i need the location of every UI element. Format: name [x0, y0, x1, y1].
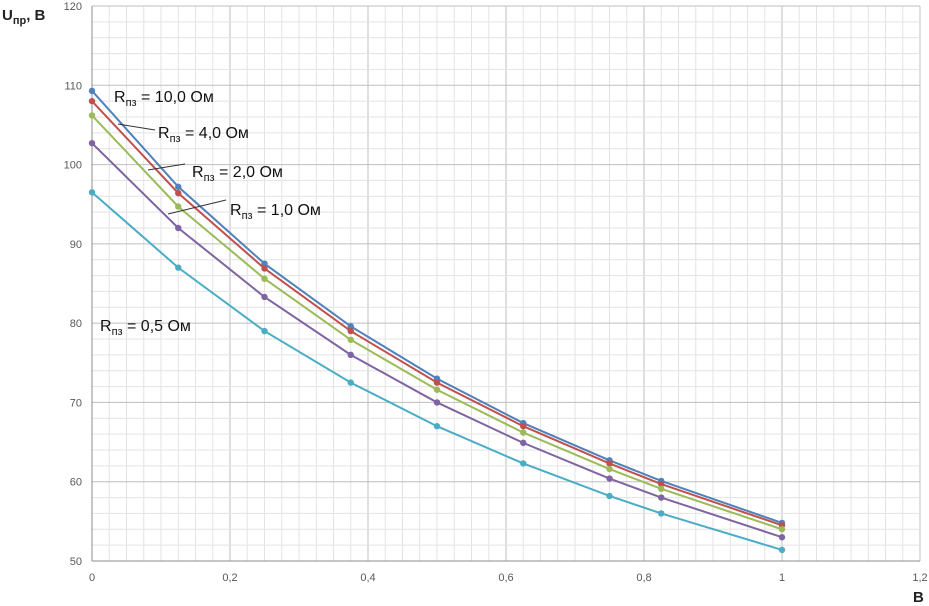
x-tick-label: 1,2: [912, 572, 927, 584]
data-point: [88, 139, 96, 147]
label-leaders: [117, 123, 227, 215]
data-point: [658, 494, 665, 501]
series-label-sub: пз: [242, 210, 253, 222]
data-point: [433, 423, 441, 430]
data-point: [261, 260, 268, 267]
y-axis-title-main: U: [2, 7, 13, 24]
label-leader-line: [167, 199, 227, 215]
data-point: [658, 485, 665, 493]
data-point: [347, 327, 354, 335]
data-point: [778, 526, 786, 533]
data-point: [88, 87, 96, 95]
data-point: [606, 465, 613, 473]
series-5: [88, 189, 786, 554]
label-leader-line: [147, 163, 186, 171]
x-tick-label: 0: [89, 572, 95, 584]
data-point: [520, 429, 527, 436]
series-label: Rпз = 2,0 Ом: [192, 164, 283, 184]
series-3: [88, 112, 786, 533]
data-point: [520, 439, 527, 447]
data-point: [175, 203, 182, 210]
data-point: [175, 224, 182, 232]
series-label: Rпз = 0,5 Ом: [100, 318, 191, 338]
data-point: [520, 460, 527, 467]
data-point: [261, 293, 268, 301]
y-axis-title-sub: пр: [13, 15, 27, 27]
x-axis-title: В: [913, 589, 924, 606]
data-point: [606, 492, 613, 500]
y-tick-label: 100: [64, 160, 82, 172]
series-label-main: R: [158, 125, 170, 142]
series-label-value: = 2,0 Ом: [215, 164, 283, 181]
series-label-main: R: [192, 164, 204, 181]
data-point: [347, 351, 354, 359]
y-tick-label: 60: [70, 477, 82, 489]
data-point: [606, 475, 613, 482]
y-tick-label: 70: [70, 397, 82, 409]
data-point: [433, 379, 441, 386]
series-group: [88, 87, 786, 554]
data-point: [175, 189, 182, 197]
grid: [91, 5, 921, 562]
series-label-value: = 4,0 Ом: [181, 125, 249, 142]
data-point: [347, 323, 354, 330]
data-point: [88, 112, 96, 119]
series-label-main: R: [100, 318, 112, 335]
series-label-sub: пз: [126, 97, 137, 109]
data-point: [520, 423, 527, 430]
x-tick-label: 0,2: [222, 572, 237, 584]
data-point: [778, 534, 786, 541]
x-tick-label: 0,8: [636, 572, 651, 584]
series-label: Rпз = 4,0 Ом: [158, 125, 249, 145]
y-axis-title-tail: , В: [26, 7, 45, 24]
data-point: [606, 460, 613, 467]
data-point: [175, 183, 182, 190]
y-tick-label: 120: [64, 1, 82, 13]
series-label: Rпз = 1,0 Ом: [230, 202, 321, 222]
tick-labels: 0 0,2 0,4 0,6 0,8 1 1,2 50 60 70 80 90 100 110 120: [64, 1, 928, 584]
series-label-value: = 0,5 Ом: [123, 318, 191, 335]
series-label-value: = 10,0 Ом: [137, 89, 214, 106]
data-point: [658, 480, 665, 488]
x-tick-label: 0,4: [360, 572, 375, 584]
data-point: [88, 189, 96, 196]
series-label-sub: пз: [204, 172, 215, 184]
data-point: [261, 327, 268, 335]
y-tick-label: 80: [70, 318, 82, 330]
data-point: [261, 275, 268, 282]
data-point: [433, 386, 441, 393]
y-tick-label: 50: [70, 556, 82, 568]
data-point: [778, 546, 786, 554]
data-point: [433, 399, 441, 406]
x-tick-label: 0,6: [498, 572, 513, 584]
x-tick-label: 1: [779, 572, 785, 584]
series-label-sub: пз: [112, 326, 123, 338]
data-point: [658, 510, 665, 517]
data-point: [88, 97, 96, 105]
label-leader-line: [117, 123, 156, 131]
series-label-value: = 1,0 Ом: [253, 202, 321, 219]
data-point: [261, 265, 268, 272]
data-point: [347, 379, 354, 386]
data-point: [347, 336, 354, 343]
series-label-sub: пз: [170, 133, 181, 145]
series-label-main: R: [230, 202, 242, 219]
y-axis-title: Uпр, В: [2, 7, 46, 27]
series-4: [88, 139, 786, 541]
data-point: [175, 264, 182, 271]
series-label: Rпз = 10,0 Ом: [114, 89, 214, 109]
series-label-main: R: [114, 89, 126, 106]
y-tick-label: 90: [70, 239, 82, 251]
y-tick-label: 110: [64, 80, 82, 92]
